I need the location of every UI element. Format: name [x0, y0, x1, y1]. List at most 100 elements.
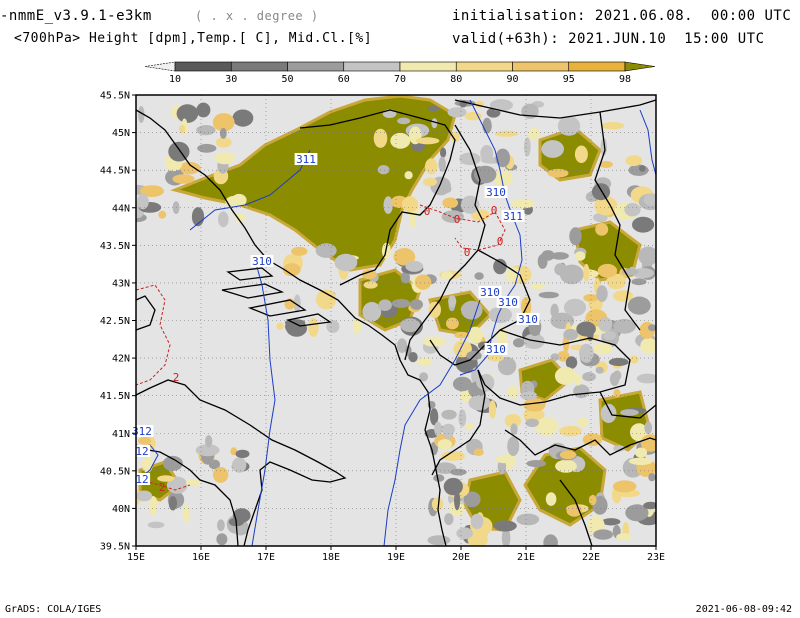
cloud-patch — [624, 203, 641, 217]
cloud-patch — [510, 423, 518, 435]
lon-label: 18E — [322, 552, 340, 563]
cloud-patch — [433, 474, 445, 482]
cloud-patch — [644, 421, 653, 435]
lon-label: 23E — [647, 552, 665, 563]
cloud-patch — [400, 318, 421, 333]
cloud-patch — [648, 324, 656, 332]
cloud-patch — [402, 196, 419, 213]
lat-label: 45N — [112, 128, 130, 139]
cloud-patch — [582, 372, 596, 382]
cloud-patch — [441, 271, 453, 280]
cloud-patch — [195, 444, 220, 457]
software-credit: GrADS: COLA/IGES — [5, 604, 102, 615]
cloud-patch — [363, 281, 378, 289]
cloud-patch — [613, 318, 636, 334]
serbia-east-border — [594, 111, 641, 331]
cloud-patch — [474, 165, 497, 184]
colorbar-segment — [399, 61, 457, 72]
graticule — [136, 95, 656, 546]
height-contour-label: 311 — [503, 210, 523, 223]
cloud-patch — [440, 147, 447, 158]
cloud-patch — [308, 317, 319, 337]
cloud-patch — [555, 459, 577, 473]
cloud-patch — [393, 247, 416, 266]
cloud-patch — [501, 528, 511, 546]
cloud-patch — [643, 193, 656, 206]
cloud-patch — [631, 278, 647, 286]
cloud-patch — [443, 428, 454, 439]
cloud-patch — [628, 164, 649, 176]
cloud-patch — [493, 169, 513, 188]
colorbar-segment — [624, 61, 656, 72]
cloud-patch — [396, 338, 408, 354]
cloud-patch — [595, 366, 604, 374]
coastlines-borders — [135, 99, 657, 547]
lat-label: 43.5N — [100, 241, 130, 252]
cloud-patch — [443, 185, 452, 193]
cloud-patch — [362, 302, 382, 322]
cloud-patch — [282, 263, 301, 277]
cloud-patch — [178, 124, 186, 134]
cloud-patch — [595, 342, 610, 351]
colorbar-label: 50 — [281, 74, 293, 85]
gargano-coast — [135, 295, 156, 331]
cloud-patch — [476, 374, 494, 390]
cloud-patch — [182, 504, 191, 523]
temp-contour-label: 0 — [464, 246, 471, 259]
cloud-patch — [225, 195, 244, 208]
cloud-patch — [456, 527, 473, 540]
cloud-patch — [334, 253, 358, 272]
lon-label: 16E — [192, 552, 210, 563]
cloud-patch — [404, 171, 413, 180]
cloud-patch — [543, 534, 558, 546]
cloud-patch — [538, 291, 559, 299]
cloud-patch — [577, 417, 589, 428]
cloud-patch — [583, 294, 599, 302]
island-hvar — [221, 283, 285, 299]
cloud-patch — [444, 513, 454, 526]
lon-label: 22E — [582, 552, 600, 563]
cloud-patch — [638, 246, 656, 266]
initialisation-time: initialisation: 2021.06.08. 00:00 UTC — [452, 8, 792, 24]
cloud-patch — [528, 127, 540, 141]
cloud-patch — [378, 299, 392, 312]
cloud-patch — [427, 535, 451, 546]
height-label-bg — [516, 313, 540, 325]
cloud-patch — [217, 519, 225, 532]
lat-label: 44.5N — [100, 166, 130, 177]
italy-heel-coast — [135, 444, 239, 547]
chalkidiki-coast — [559, 479, 593, 547]
cloud-patch — [595, 223, 609, 236]
cloud-patch — [493, 258, 507, 275]
cloud-patch — [473, 448, 484, 456]
cloud-patch — [507, 385, 518, 399]
cloud-patch — [632, 216, 655, 233]
lat-label: 39.5N — [100, 542, 130, 553]
cloud-patch — [648, 473, 656, 482]
cloud-patch — [442, 197, 459, 209]
italy-coast — [135, 379, 347, 547]
cloud-patch — [373, 128, 388, 148]
cloud-patch — [550, 303, 559, 318]
cloud-patch — [219, 127, 227, 139]
cloud-patch — [588, 494, 597, 506]
cloud-patch — [482, 117, 492, 134]
height-contour-label: 310 — [518, 313, 538, 326]
cloud-patch — [608, 357, 629, 367]
cloud-patch — [616, 533, 632, 541]
cloud-patch — [138, 436, 152, 445]
cloud-patch — [315, 243, 337, 258]
cloud-patch — [447, 107, 467, 118]
cloud-patch — [591, 183, 611, 201]
colorbar-label: 60 — [338, 74, 350, 85]
cloud-patch — [625, 504, 649, 522]
cloud-patch — [452, 376, 472, 392]
cloud-patch — [569, 227, 582, 246]
albania-greece-border — [431, 369, 486, 476]
cloud-patch — [643, 501, 656, 510]
height-label-bg — [484, 186, 508, 198]
cloud-patch — [557, 116, 581, 136]
cloud-patch — [441, 409, 457, 420]
cloud-patch — [495, 455, 512, 464]
